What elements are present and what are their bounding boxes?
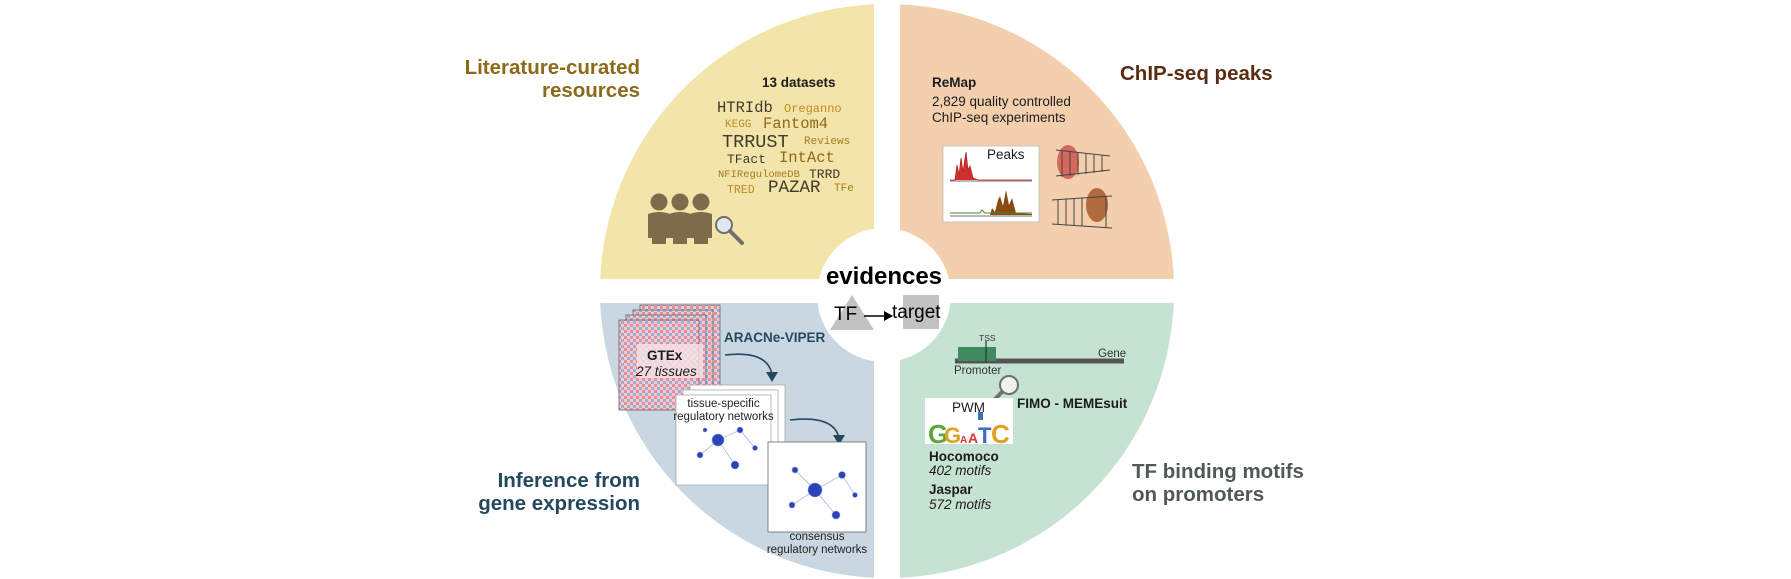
magnifier-icon (715, 216, 744, 245)
resource-htridb: HTRIdb (717, 99, 773, 117)
motifs-title-line1: TF binding motifs (1132, 460, 1304, 483)
chipseq-desc-line2: ChIP-seq experiments (932, 110, 1066, 125)
resource-tfact: TFact (727, 152, 767, 167)
literature-title-line1: Literature-curated (464, 56, 640, 79)
jaspar-label: Jaspar (929, 482, 973, 497)
gtex-label: GTEx (647, 348, 683, 363)
gtex-tissues-label: 27 tissues (636, 364, 697, 379)
promoter-label: Promoter (954, 365, 1002, 377)
resource-trrust: TRRUST (722, 132, 789, 153)
remap-label: ReMap (932, 75, 977, 90)
hocomoco-label: Hocomoco (929, 449, 999, 464)
quadrant-literature (600, 4, 874, 279)
svg-text:T: T (978, 423, 992, 448)
svg-text:A: A (960, 435, 967, 446)
dna-binding-red-icon (1055, 145, 1111, 179)
svg-text:G: G (928, 419, 948, 449)
tissue-network-stack-icon (675, 384, 786, 486)
consensus-line2: regulatory networks (766, 544, 868, 556)
tissue-networks-line2: regulatory networks (673, 411, 774, 423)
tf-label: TF (834, 304, 858, 325)
arrow-to-consensus-icon (789, 418, 840, 439)
svg-text:A: A (968, 430, 978, 446)
promoter-gene-track-icon (955, 341, 1124, 364)
resource-trrd: TRRD (809, 167, 841, 182)
inference-title-line1: Inference from (497, 469, 640, 492)
resource-fantom4: Fantom4 (763, 115, 829, 133)
aracne-label: ARACNe-VIPER (724, 330, 826, 345)
literature-title-line2: resources (541, 79, 640, 102)
target-square-icon (903, 295, 939, 329)
chipseq-desc-line1: 2,829 quality controlled (932, 94, 1071, 109)
chipseq-title: ChIP-seq peaks (1120, 62, 1273, 85)
motifs-title-line2: on promoters (1132, 483, 1265, 506)
peaks-chart-icon (942, 145, 1040, 223)
peaks-label: Peaks (987, 147, 1025, 162)
resource-reviews: Reviews (804, 136, 851, 148)
svg-text:C: C (991, 419, 1010, 449)
resource-kegg: KEGG (725, 119, 752, 131)
quadrant-motifs (900, 303, 1174, 578)
resource-tfe: TFe (834, 183, 854, 195)
resource-tred: TRED (727, 184, 755, 197)
inference-title-line2: gene expression (478, 492, 640, 515)
fimo-label: FIMO - MEMEsuit (1017, 396, 1128, 411)
hocomoco-count: 402 motifs (929, 463, 992, 478)
resource-pazar: PAZAR (768, 178, 821, 198)
dna-binding-brown-icon (1051, 188, 1113, 229)
consensus-line1: consensus (789, 531, 845, 543)
datasets-label: 13 datasets (762, 75, 836, 90)
tss-label: TSS (979, 333, 996, 343)
pwm-logo-icon: G G A A T C (925, 398, 1013, 449)
tf-triangle-icon (830, 295, 874, 330)
jaspar-count: 572 motifs (929, 497, 992, 512)
resource-oreganno: Oreganno (784, 102, 842, 116)
pwm-label: PWM (952, 400, 985, 415)
gene-label: Gene (1098, 348, 1127, 360)
curators-people-icon (648, 193, 712, 244)
tissue-networks-line1: tissue-specific (687, 398, 760, 410)
arrow-to-tissue-networks-icon (724, 353, 773, 376)
center-title: evidences (825, 263, 943, 290)
consensus-network-icon (767, 441, 867, 533)
svg-text:G: G (944, 423, 961, 448)
resource-nfiregulomedb: NFIRegulomeDB (718, 169, 800, 181)
target-label: target (892, 302, 941, 323)
resource-intact: IntAct (779, 149, 835, 167)
